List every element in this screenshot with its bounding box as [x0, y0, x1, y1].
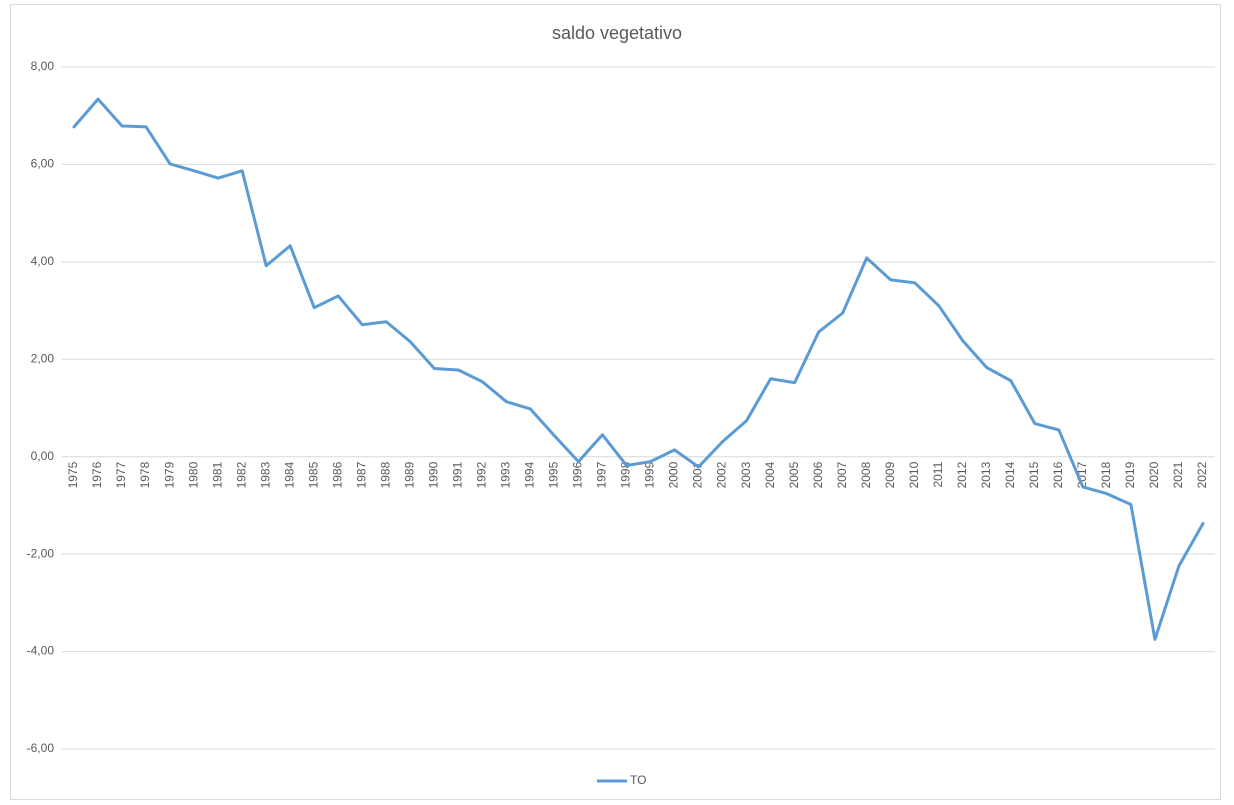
- x-tick-label: 2007: [835, 461, 849, 488]
- x-tick-label: 1986: [330, 461, 344, 488]
- x-tick-label: 2022: [1195, 461, 1209, 488]
- x-tick-label: 1983: [258, 461, 272, 488]
- x-tick-label: 1997: [595, 461, 609, 488]
- legend-label: TO: [630, 773, 646, 787]
- x-tick-label: 2011: [931, 461, 945, 487]
- x-tick-label: 2018: [1099, 461, 1113, 488]
- x-tick-label: 1989: [402, 461, 416, 488]
- x-tick-label: 1994: [523, 461, 537, 488]
- x-tick-label: 1993: [499, 461, 513, 488]
- x-tick-label: 1991: [451, 461, 465, 488]
- x-tick-label: 1981: [210, 461, 224, 488]
- x-tick-label: 1985: [306, 461, 320, 488]
- x-tick-label: 1999: [643, 461, 657, 488]
- x-tick-label: 2008: [859, 461, 873, 488]
- x-tick-label: 2001: [691, 461, 705, 488]
- x-tick-label: 1990: [426, 461, 440, 488]
- x-tick-label: 2015: [1027, 461, 1041, 488]
- y-tick-label: 6,00: [31, 157, 55, 171]
- x-tick-label: 2004: [763, 461, 777, 488]
- x-tick-label: 1977: [114, 461, 128, 488]
- x-tick-label: 2014: [1003, 461, 1017, 488]
- x-tick-label: 1996: [571, 461, 585, 488]
- x-tick-label: 1978: [138, 461, 152, 488]
- x-tick-label: 1992: [475, 461, 489, 488]
- x-tick-label: 2000: [667, 461, 681, 488]
- x-tick-label: 2002: [715, 461, 729, 488]
- x-tick-label: 2006: [811, 461, 825, 488]
- y-tick-label: 8,00: [31, 59, 55, 73]
- x-tick-label: 2016: [1051, 461, 1065, 488]
- x-tick-label: 2021: [1171, 461, 1185, 488]
- x-tick-label: 2019: [1123, 461, 1137, 488]
- x-tick-label: 2003: [739, 461, 753, 488]
- chart-title: saldo vegetativo: [552, 23, 682, 43]
- chart-border: [10, 4, 1221, 800]
- x-tick-label: 1975: [66, 461, 80, 488]
- y-tick-label: -4,00: [27, 644, 55, 658]
- x-tick-label: 1998: [619, 461, 633, 488]
- x-tick-label: 1987: [354, 461, 368, 488]
- y-tick-label: 2,00: [31, 351, 55, 365]
- y-tick-label: -2,00: [27, 546, 55, 560]
- x-tick-label: 1982: [234, 461, 248, 488]
- x-tick-label: 2020: [1147, 461, 1161, 488]
- x-tick-label: 1995: [547, 461, 561, 488]
- y-tick-label: 4,00: [31, 254, 55, 268]
- x-tick-label: 1979: [162, 461, 176, 488]
- line-series: [72, 97, 1205, 641]
- y-tick-label: 0,00: [31, 449, 55, 463]
- x-tick-label: 2005: [787, 461, 801, 488]
- x-tick-label: 1988: [378, 461, 392, 488]
- x-tick-label: 2013: [979, 461, 993, 488]
- x-tick-label: 2012: [955, 461, 969, 488]
- x-tick-label: 2017: [1075, 461, 1089, 488]
- x-tick-label: 2010: [907, 461, 921, 488]
- x-tick-label: 1984: [282, 461, 296, 488]
- x-tick-label: 1976: [90, 461, 104, 488]
- x-tick-label: 2009: [883, 461, 897, 488]
- y-tick-label: -6,00: [27, 741, 55, 755]
- x-tick-label: 1980: [186, 461, 200, 488]
